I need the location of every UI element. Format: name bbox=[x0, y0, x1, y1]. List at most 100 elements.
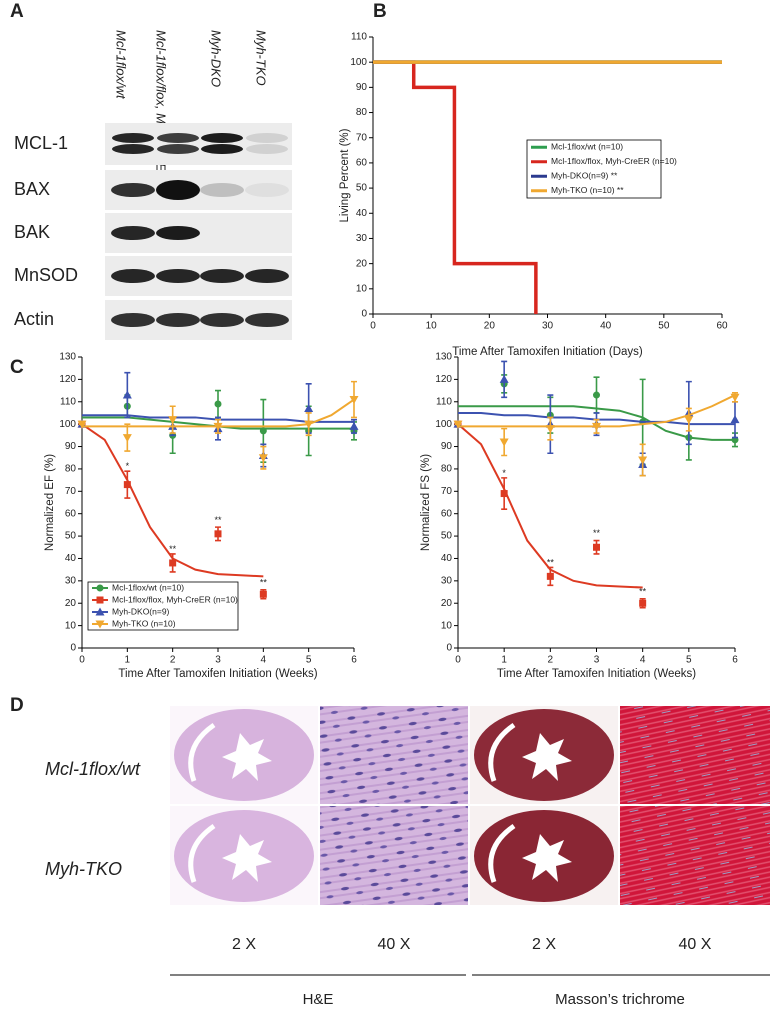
band bbox=[245, 183, 289, 197]
legend-label: Myh-TKO (n=10) ** bbox=[551, 185, 624, 195]
band bbox=[156, 180, 200, 200]
stain-label: H&E bbox=[303, 991, 334, 1008]
band bbox=[156, 226, 200, 240]
x-tick-label: 0 bbox=[370, 321, 376, 332]
band bbox=[245, 313, 289, 327]
x-tick-label: 1 bbox=[501, 655, 507, 666]
x-axis-label: Time After Tamoxifen Initiation (Days) bbox=[452, 346, 643, 358]
histology-images bbox=[170, 706, 770, 905]
panel-label: D bbox=[10, 695, 24, 716]
y-tick-label: 20 bbox=[441, 598, 453, 609]
legend-label: Myh-TKO (n=10) bbox=[112, 618, 176, 628]
row-label: Actin bbox=[14, 309, 54, 329]
y-tick-label: 100 bbox=[350, 57, 367, 68]
annotation: ** bbox=[639, 586, 647, 596]
y-tick-label: 80 bbox=[65, 464, 77, 475]
band bbox=[246, 144, 288, 154]
y-tick-label: 20 bbox=[356, 258, 368, 269]
band bbox=[246, 133, 288, 143]
y-tick-label: 130 bbox=[59, 352, 76, 363]
y-tick-label: 70 bbox=[356, 132, 368, 143]
y-tick-label: 10 bbox=[65, 620, 77, 631]
marker bbox=[545, 425, 555, 434]
marker bbox=[684, 416, 694, 425]
y-tick-label: 100 bbox=[435, 419, 452, 430]
legend-label: Mcl-1flox/flox, Myh-CreER (n=10) bbox=[551, 156, 677, 166]
annotation: ** bbox=[169, 544, 177, 554]
heart-section bbox=[174, 810, 314, 902]
y-tick-label: 50 bbox=[65, 531, 77, 542]
x-tick-label: 4 bbox=[640, 655, 646, 666]
marker bbox=[214, 400, 222, 408]
legend-label: Myh-DKO(n=9) ** bbox=[551, 171, 618, 181]
band bbox=[157, 133, 199, 143]
y-tick-label: 60 bbox=[356, 158, 368, 169]
marker bbox=[593, 543, 600, 551]
band bbox=[157, 144, 199, 154]
marker bbox=[349, 421, 359, 430]
marker bbox=[730, 415, 740, 424]
legend-label: Myh-DKO(n=9) bbox=[112, 606, 170, 616]
marker bbox=[304, 403, 314, 412]
y-axis-label: Normalized FS (%) bbox=[420, 454, 432, 551]
x-tick-label: 3 bbox=[215, 655, 221, 666]
annotation: ** bbox=[214, 515, 222, 525]
tile bbox=[320, 706, 468, 804]
annotation: ** bbox=[547, 557, 555, 567]
marker bbox=[96, 584, 104, 592]
tile bbox=[620, 706, 770, 804]
x-tick-label: 10 bbox=[426, 321, 438, 332]
row-label: MnSOD bbox=[14, 265, 78, 285]
x-tick-label: 0 bbox=[455, 655, 461, 666]
marker bbox=[500, 490, 508, 498]
y-tick-label: 60 bbox=[441, 508, 453, 519]
marker bbox=[96, 596, 104, 604]
x-tick-label: 3 bbox=[594, 655, 600, 666]
marker bbox=[592, 422, 601, 431]
legend-label: Mcl-1flox/wt (n=10) bbox=[112, 582, 184, 592]
panel-label: B bbox=[373, 1, 387, 22]
band bbox=[200, 269, 244, 283]
legend-box bbox=[87, 581, 239, 631]
marker bbox=[214, 530, 222, 538]
x-tick-label: 6 bbox=[732, 655, 738, 666]
x-tick-label: 30 bbox=[542, 321, 554, 332]
marker bbox=[258, 454, 268, 463]
marker bbox=[169, 559, 177, 567]
legend-label: Mcl-1flox/flox, Myh-CreER (n=10) bbox=[112, 594, 238, 604]
y-tick-label: 130 bbox=[435, 352, 452, 363]
marker bbox=[95, 607, 105, 616]
marker bbox=[304, 420, 314, 429]
y-tick-label: 0 bbox=[70, 643, 76, 654]
band bbox=[111, 226, 155, 240]
marker bbox=[639, 599, 647, 607]
panel-label: C bbox=[10, 357, 24, 378]
y-tick-label: 40 bbox=[441, 553, 453, 564]
y-tick-label: 90 bbox=[65, 441, 77, 452]
x-tick-label: 5 bbox=[306, 655, 312, 666]
marker bbox=[546, 572, 554, 580]
marker bbox=[259, 590, 267, 598]
x-tick-label: 60 bbox=[716, 321, 728, 332]
x-tick-label: 5 bbox=[686, 655, 692, 666]
legend-box bbox=[526, 139, 662, 199]
y-tick-label: 70 bbox=[65, 486, 77, 497]
band bbox=[111, 183, 155, 197]
marker bbox=[122, 390, 132, 399]
x-tick-label: 40 bbox=[600, 321, 612, 332]
y-tick-label: 110 bbox=[351, 32, 367, 43]
y-tick-label: 80 bbox=[441, 464, 453, 475]
line bbox=[373, 60, 538, 314]
row-label: BAX bbox=[14, 179, 50, 199]
y-tick-label: 60 bbox=[65, 508, 77, 519]
y-tick-label: 30 bbox=[356, 233, 368, 244]
band bbox=[156, 313, 200, 327]
x-tick-label: 0 bbox=[79, 655, 85, 666]
y-tick-label: 40 bbox=[65, 553, 77, 564]
y-tick-label: 90 bbox=[356, 82, 368, 93]
marker bbox=[213, 422, 223, 431]
marker bbox=[453, 420, 463, 429]
annotation: * bbox=[502, 468, 506, 478]
marker bbox=[168, 416, 178, 425]
